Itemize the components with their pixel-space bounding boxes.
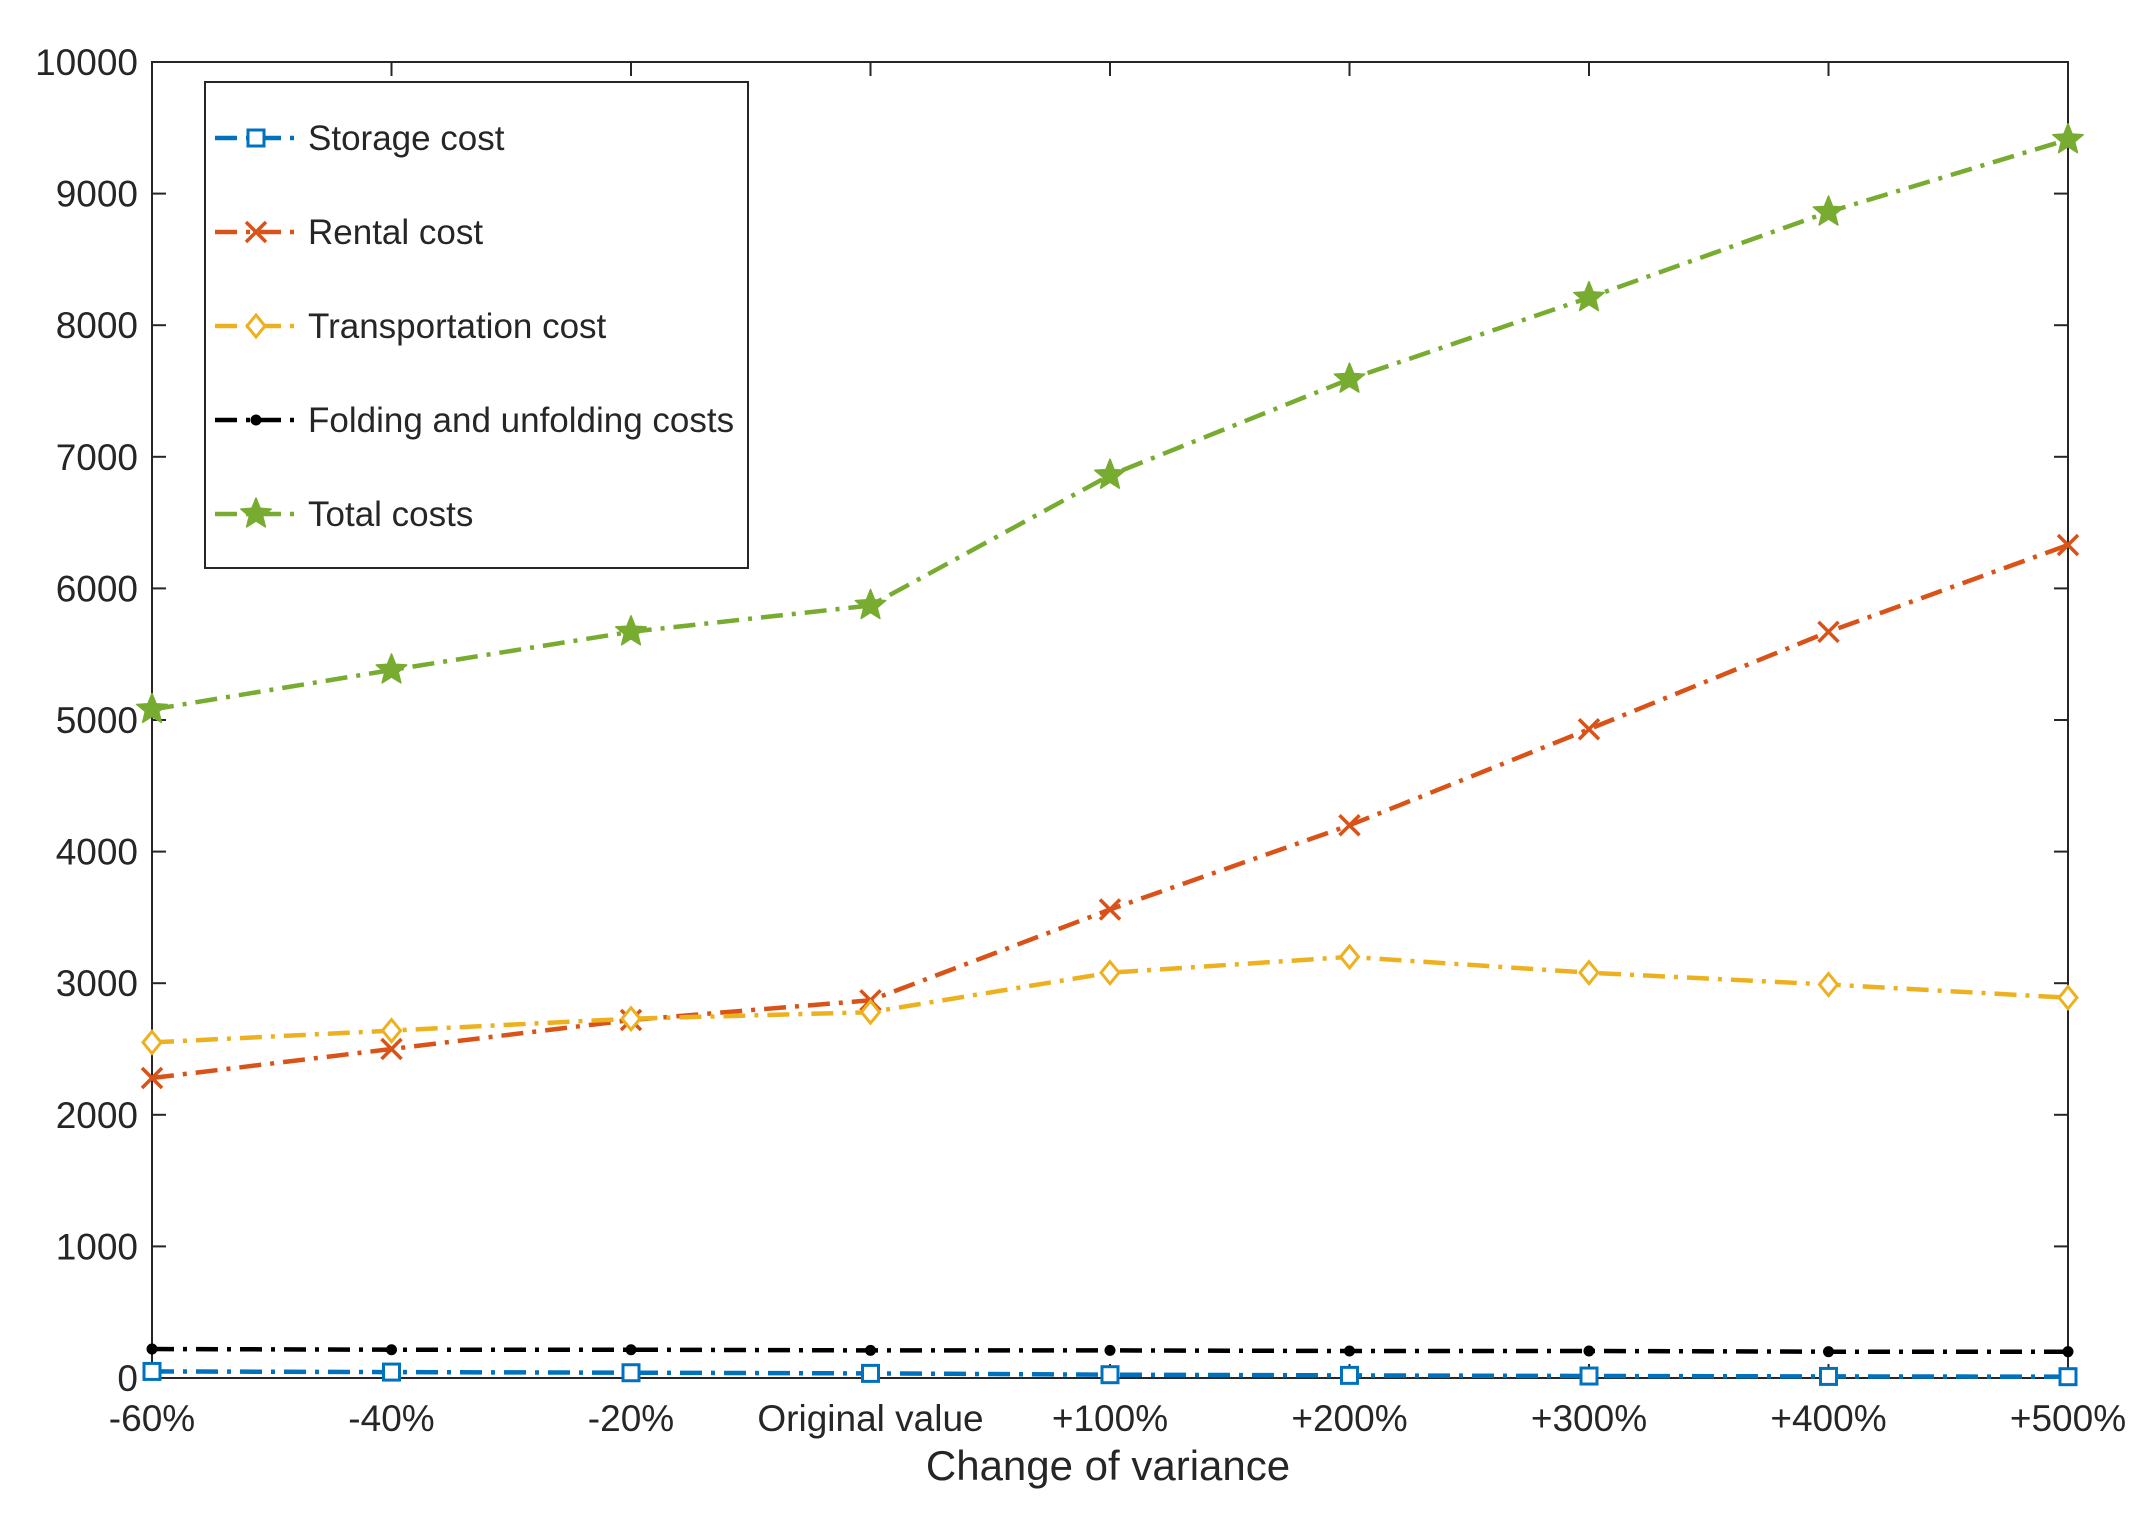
data-point	[625, 1344, 637, 1356]
legend-label: Folding and unfolding costs	[308, 401, 734, 440]
plot-axes: 0 1000 2000 3000 4000 5000 6000 7000 8000 9000 100…	[35, 42, 2126, 1439]
data-point	[1817, 971, 1840, 998]
data-point	[854, 588, 887, 620]
data-point	[1338, 814, 1361, 837]
data-point	[1573, 280, 1605, 312]
y-tick-label: 8000	[56, 305, 138, 346]
data-point	[1579, 1366, 1599, 1386]
legend-item: Transportation cost	[215, 307, 607, 346]
data-point	[142, 1361, 162, 1381]
x-tick-label: Original value	[757, 1398, 983, 1439]
x-axis-title: Change of variance	[926, 1442, 1290, 1489]
data-point	[380, 1037, 403, 1061]
data-point	[1333, 362, 1366, 393]
x-tick-label: +400%	[1770, 1398, 1886, 1439]
data-point	[141, 1029, 163, 1056]
data-point	[1344, 1345, 1355, 1357]
legend-label: Total costs	[308, 495, 473, 534]
data-point	[621, 1363, 641, 1383]
series-folding-and-unfolding-costs	[146, 1343, 2074, 1358]
data-point	[140, 1066, 164, 1090]
data-point	[615, 615, 647, 646]
legend-label: Transportation cost	[308, 307, 607, 346]
data-point	[1098, 898, 1122, 921]
legend-item: Total costs	[215, 495, 473, 534]
data-point	[2057, 984, 2079, 1012]
legend-marker	[240, 497, 272, 528]
legend-label: Storage cost	[308, 119, 505, 158]
legend-marker	[244, 220, 268, 244]
data-point	[620, 1005, 642, 1033]
data-point	[1340, 1365, 1359, 1385]
data-point	[1100, 1365, 1120, 1385]
data-point	[865, 1344, 876, 1356]
x-tick-label: +200%	[1291, 1398, 1407, 1439]
series-storage-cost	[142, 1361, 2078, 1387]
y-tick-label: 2000	[56, 1095, 138, 1136]
data-point	[1094, 458, 1126, 489]
legend-item: Rental cost	[215, 213, 483, 252]
data-point	[1817, 620, 1840, 644]
data-point	[386, 1344, 397, 1356]
data-point	[2062, 1346, 2074, 1358]
data-point	[2058, 1367, 2078, 1387]
x-tick-label: +100%	[1052, 1398, 1168, 1439]
data-point	[136, 692, 168, 724]
y-tick-label: 3000	[56, 963, 138, 1004]
x-tick-label: -40%	[348, 1398, 434, 1439]
data-point	[1823, 1346, 1834, 1358]
series-total-costs	[136, 122, 2084, 724]
y-tick-label: 10000	[35, 42, 138, 83]
y-tick-label: 9000	[56, 174, 138, 215]
x-tick-label: +500%	[2010, 1398, 2126, 1439]
data-point	[1104, 1344, 1116, 1356]
x-tick-label: +300%	[1531, 1398, 1647, 1439]
data-point	[1099, 959, 1121, 987]
y-tick-label: 5000	[56, 700, 138, 741]
data-point	[382, 1362, 401, 1382]
data-point	[2056, 533, 2080, 557]
y-tick-label: 7000	[56, 437, 138, 478]
data-point	[380, 1017, 403, 1044]
legend-item: Folding and unfolding costs	[215, 401, 734, 440]
legend-marker	[246, 128, 266, 148]
series-rental-cost	[140, 533, 2080, 1090]
x-tick-label: -20%	[588, 1398, 674, 1439]
y-tick-label: 0	[117, 1358, 138, 1399]
series-line	[151, 137, 2069, 712]
series-line	[151, 542, 2069, 1081]
y-tick-label: 4000	[56, 832, 138, 873]
data-point	[1819, 1366, 1838, 1386]
legend-marker	[250, 414, 262, 426]
legend-item: Storage cost	[215, 119, 505, 158]
data-point	[2052, 122, 2084, 154]
series-transportation-cost	[141, 943, 2079, 1056]
data-point	[861, 1363, 880, 1383]
data-point	[859, 998, 882, 1026]
series-line	[151, 954, 2069, 1045]
plot-series	[136, 122, 2084, 1387]
y-tick-label: 6000	[56, 568, 138, 609]
data-point	[1338, 943, 1361, 971]
legend-box	[204, 81, 749, 569]
legend-label: Rental cost	[308, 213, 483, 252]
legend: Storage cost Rental cost Transportation co…	[204, 81, 749, 569]
data-point	[1812, 195, 1845, 226]
data-point	[1578, 959, 1600, 987]
x-tick-label: -60%	[109, 1398, 195, 1439]
data-point	[1583, 1345, 1595, 1357]
legend-marker	[245, 312, 267, 340]
data-point	[1577, 717, 1601, 741]
data-point	[375, 653, 408, 684]
data-point	[146, 1343, 158, 1355]
y-tick-label: 1000	[56, 1226, 138, 1267]
